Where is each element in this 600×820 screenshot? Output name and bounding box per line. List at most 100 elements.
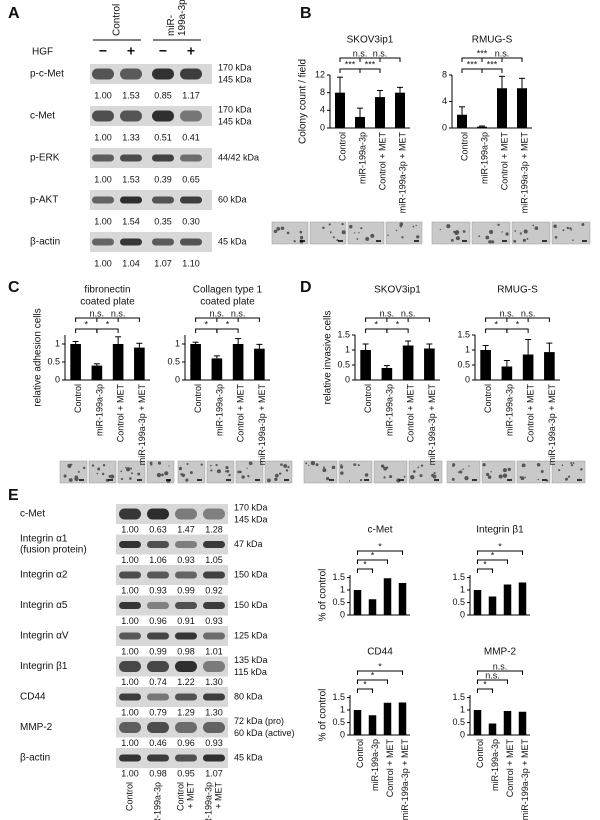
significance-label: n.s. — [401, 308, 416, 318]
micrograph-cell — [370, 233, 375, 238]
y-tick-label: 1.5 — [452, 572, 465, 582]
micrograph-cell — [451, 477, 455, 481]
lane-label: Control — [124, 782, 134, 811]
significance-bracket — [359, 57, 401, 62]
micrograph — [551, 460, 586, 484]
micrograph-cell — [464, 475, 469, 481]
micrograph-cell — [356, 238, 359, 240]
significance-label: n.s. — [493, 661, 508, 671]
panel-label: C — [8, 279, 20, 296]
micrograph-cell — [157, 461, 162, 465]
y-tick-label: 1 — [460, 584, 465, 594]
micrograph-cell — [137, 472, 141, 476]
micrograph-cell — [360, 479, 363, 482]
blot-band — [119, 541, 141, 548]
micrograph-cell — [433, 472, 436, 475]
blot-band — [175, 693, 197, 701]
row-label: c-Met — [20, 509, 45, 520]
density-value: 0.65 — [182, 174, 200, 184]
density-value: 0.46 — [149, 738, 167, 748]
micrograph-cell — [360, 227, 363, 230]
x-tick-label: miR-199a-3p + MET — [427, 384, 437, 466]
significance-label: *** — [365, 59, 376, 69]
x-tick-label: miR-199a-3p — [214, 384, 224, 436]
x-tick-label: Control + MET — [385, 739, 395, 798]
micrograph-cell — [413, 470, 416, 473]
y-tick-label: 1 — [340, 584, 345, 594]
x-tick-label: Control — [355, 739, 365, 768]
kda-label: 115 kDa — [234, 667, 267, 677]
micrograph-cell — [68, 478, 73, 482]
x-tick-label: miR-199a-3p + MET — [400, 739, 410, 820]
micrograph — [59, 460, 88, 484]
micrograph-cell — [485, 472, 490, 477]
chart-title: coated plate — [80, 297, 135, 308]
bar — [477, 126, 487, 128]
density-value: 1.30 — [205, 707, 223, 717]
kda-label: 45 kDa — [218, 236, 247, 246]
micrograph-cell — [216, 469, 221, 474]
row-label: CD44 — [20, 692, 46, 703]
bar — [480, 350, 491, 380]
micrograph-cell — [567, 475, 571, 478]
y-tick-label: 0.5 — [457, 359, 470, 369]
density-value: 0.96 — [177, 738, 195, 748]
significance-label: *** — [477, 48, 488, 58]
kda-label: 145 kDa — [234, 514, 268, 524]
micrograph — [146, 460, 175, 484]
bar — [518, 711, 527, 735]
micrograph-cell — [168, 465, 170, 467]
y-tick-label: 4 — [320, 105, 325, 115]
bar — [232, 344, 244, 380]
y-tick-label: 0.5 — [337, 359, 350, 369]
density-value: 0.92 — [205, 585, 223, 595]
density-value: 0.98 — [177, 646, 195, 656]
micrograph-cell — [97, 467, 101, 471]
micrograph-cell — [276, 227, 281, 231]
bar — [497, 88, 507, 128]
density-value: 1.04 — [122, 258, 140, 268]
density-value: 0.99 — [177, 585, 195, 595]
significance-bracket — [477, 688, 493, 693]
blot-membrane — [90, 106, 212, 126]
micrograph-cell — [225, 470, 228, 473]
x-tick-label: miR-199a-3p — [370, 739, 380, 791]
y-axis-label: Colony count / field — [298, 59, 309, 144]
blot-band — [180, 196, 202, 204]
chart-title: RMUG-S — [472, 35, 513, 46]
bar — [501, 366, 513, 380]
blot-membrane — [90, 232, 212, 252]
significance-label: * — [483, 559, 487, 569]
density-value: 1.00 — [121, 707, 139, 717]
bar — [383, 702, 392, 735]
micrograph-cell — [156, 472, 162, 478]
chart-title: SKOV3ip1 — [374, 285, 421, 296]
blot-membrane — [90, 64, 212, 84]
bar — [112, 344, 124, 380]
bar — [355, 116, 365, 128]
significance-label: n.s. — [373, 48, 388, 58]
micrograph-cell — [412, 225, 415, 228]
micrograph-cell — [237, 470, 240, 474]
micrograph-cell — [462, 468, 464, 470]
micrograph-cell — [310, 460, 316, 466]
blot-membrane — [116, 504, 228, 524]
density-value: 1.22 — [177, 677, 195, 687]
row-label: Integrin α5 — [20, 600, 68, 611]
bar — [375, 97, 385, 128]
blot-band — [92, 196, 114, 204]
kda-label: 150 kDa — [234, 569, 268, 579]
x-tick-label: miR-199a-3p — [94, 384, 104, 436]
micrograph-cell — [502, 473, 508, 478]
group-label: miR- — [166, 15, 177, 36]
micrograph-cell — [383, 476, 386, 479]
blot-band — [180, 110, 202, 122]
significance-label: *** — [467, 59, 478, 69]
significance-bracket — [357, 550, 403, 555]
blot-band — [120, 68, 142, 80]
density-value: 0.93 — [149, 585, 167, 595]
micrograph-cell — [125, 466, 127, 469]
bar — [70, 344, 81, 380]
density-value: 1.28 — [205, 524, 223, 534]
micrograph-cell — [322, 468, 327, 473]
